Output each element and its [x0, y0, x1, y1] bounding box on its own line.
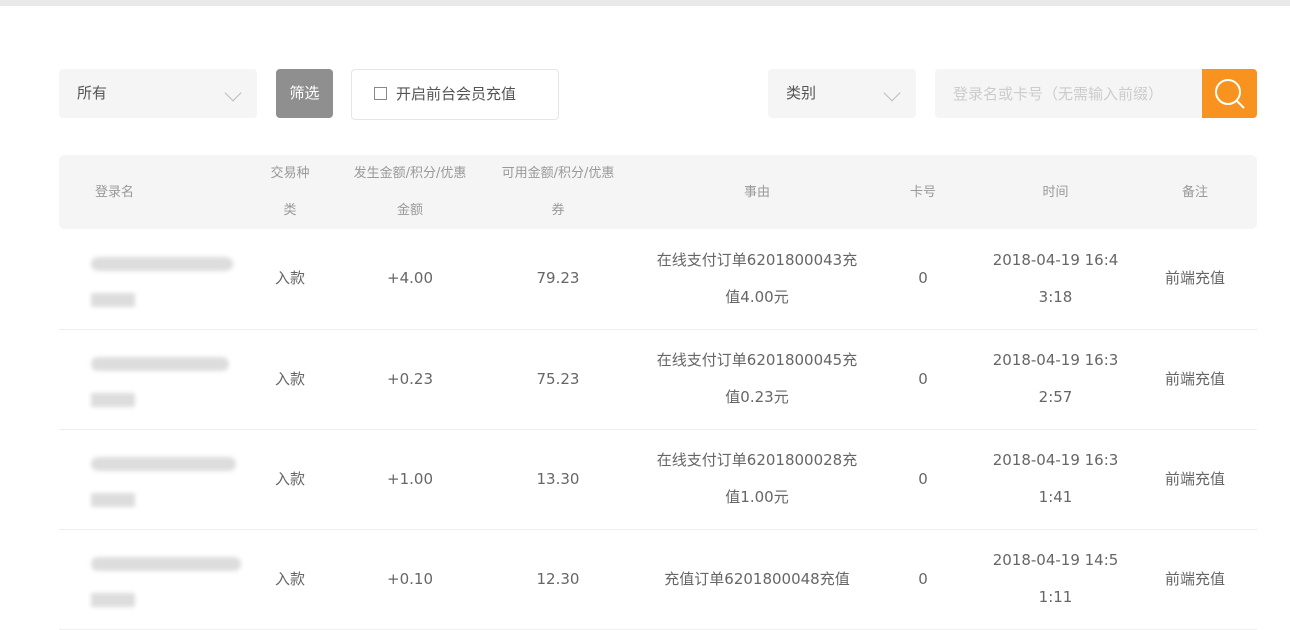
cell-note: 前端充值: [1133, 329, 1257, 430]
login-name-blurred: [59, 329, 230, 430]
member-recharge-checkbox[interactable]: 开启前台会员充值: [351, 69, 559, 120]
chevron-down-icon: [224, 84, 242, 102]
category-select[interactable]: 类别: [768, 69, 916, 118]
filter-button[interactable]: 筛选: [276, 69, 333, 118]
login-name-blurred: [59, 429, 236, 530]
cell-available: 12.30: [470, 529, 646, 630]
table-row: 入款 +4.00 79.23 在线支付订单6201800043充值4.00元 0 2018…: [59, 229, 1257, 330]
cell-card: 0: [868, 529, 978, 630]
cell-card: 0: [868, 429, 978, 530]
cell-time: 2018-04-19 16:32:57: [978, 329, 1133, 430]
type-select[interactable]: 所有: [59, 69, 257, 118]
top-bar: [0, 0, 1290, 6]
header-note: 备注: [1181, 184, 1208, 200]
cell-available: 75.23: [470, 329, 646, 430]
cell-amount: +1.00: [350, 429, 470, 530]
chevron-down-icon: [883, 84, 901, 102]
cell-time: 2018-04-19 14:51:11: [978, 529, 1133, 630]
cell-card: 0: [868, 329, 978, 430]
cell-type: 入款: [230, 329, 350, 430]
table-row: 入款 +0.23 75.23 在线支付订单6201800045充值0.23元 0 2018…: [59, 329, 1257, 430]
table-row: 入款 +1.00 13.30 在线支付订单6201800028充值1.00元 0 2018…: [59, 429, 1257, 530]
header-available: 可用金额/积分/优惠券: [501, 166, 615, 218]
cell-time: 2018-04-19 16:31:41: [978, 429, 1133, 530]
search-input[interactable]: [935, 69, 1203, 118]
cell-time: 2018-04-19 16:43:18: [978, 229, 1133, 330]
cell-type: 入款: [230, 429, 350, 530]
table-row: 入款 +0.10 12.30 充值订单6201800048充值 0 2018-04-19 …: [59, 529, 1257, 630]
header-login: 登录名: [95, 184, 135, 200]
header-reason: 事由: [743, 184, 770, 200]
cell-available: 79.23: [470, 229, 646, 330]
cell-reason: 在线支付订单6201800045充值0.23元: [646, 329, 868, 430]
checkbox-icon[interactable]: [374, 87, 387, 100]
cell-type: 入款: [230, 229, 350, 330]
login-name-blurred: [59, 229, 233, 330]
cell-reason: 在线支付订单6201800028充值1.00元: [646, 429, 868, 530]
header-amount: 发生金额/积分/优惠金额: [353, 166, 467, 218]
search-button[interactable]: [1202, 69, 1257, 118]
checkbox-label: 开启前台会员充值: [396, 85, 517, 103]
cell-amount: +0.23: [350, 329, 470, 430]
cell-note: 前端充值: [1133, 229, 1257, 330]
category-select-value: 类别: [786, 84, 817, 102]
header-type: 交易种类: [270, 166, 310, 218]
cell-type: 入款: [230, 529, 350, 630]
cell-amount: +4.00: [350, 229, 470, 330]
type-select-value: 所有: [77, 84, 108, 102]
cell-amount: +0.10: [350, 529, 470, 630]
cell-note: 前端充值: [1133, 529, 1257, 630]
cell-note: 前端充值: [1133, 429, 1257, 530]
transactions-table: 登录名 交易种类 发生金额/积分/优惠金额 可用金额/积分/优惠券 事由 卡号 …: [59, 155, 1257, 630]
cell-reason: 在线支付订单6201800043充值4.00元: [646, 229, 868, 330]
cell-card: 0: [868, 229, 978, 330]
table-header: 登录名 交易种类 发生金额/积分/优惠金额 可用金额/积分/优惠券 事由 卡号 …: [59, 155, 1257, 229]
cell-reason: 充值订单6201800048充值: [646, 529, 868, 630]
login-name-blurred: [59, 529, 241, 630]
cell-available: 13.30: [470, 429, 646, 530]
header-card: 卡号: [909, 184, 936, 200]
search-icon: [1215, 79, 1245, 109]
header-time: 时间: [1042, 184, 1069, 200]
